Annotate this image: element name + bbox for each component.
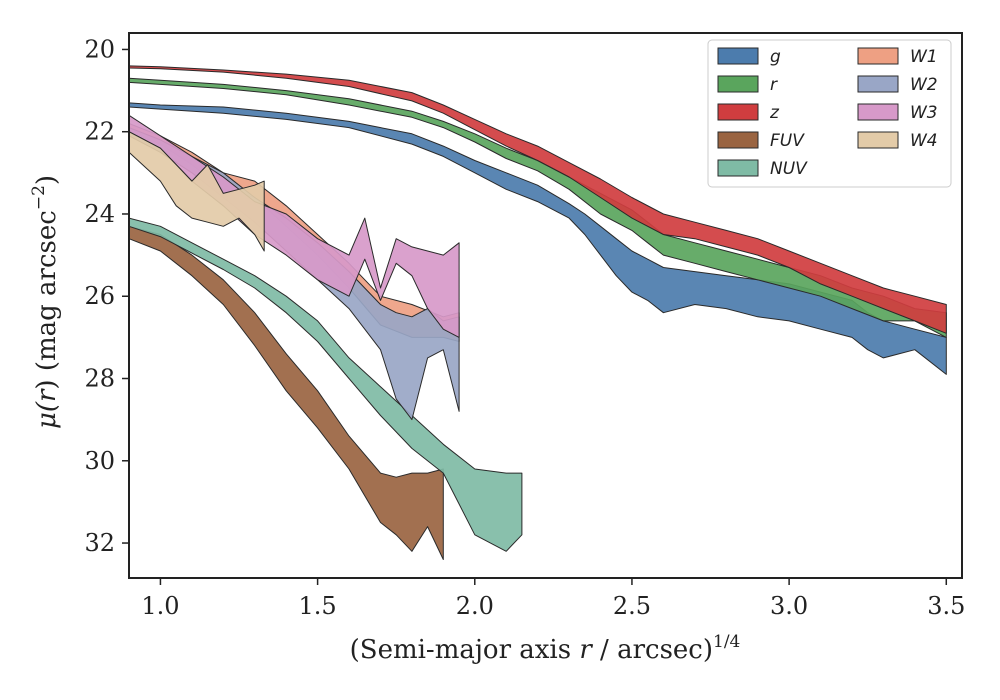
bands-layer	[128, 65, 947, 560]
y-axis-label: μ(r) (mag arcsec−2)	[29, 175, 62, 429]
band-r	[128, 77, 947, 338]
legend-label-nuv: NUV	[770, 159, 808, 179]
y-tick-label: 22	[84, 118, 115, 146]
legend-label-w4: W4	[910, 131, 938, 151]
x-axis-label-exponent: 1/4	[713, 632, 740, 652]
x-axis-label-pre: (Semi-major axis	[350, 635, 580, 665]
legend-swatch-w4	[857, 131, 899, 149]
legend-swatch-fuv	[717, 131, 759, 149]
x-tick-label: 3.5	[927, 592, 965, 620]
y-axis-label-post: ) (mag arcsec	[32, 210, 62, 389]
legend-label-fuv: FUV	[770, 131, 805, 151]
legend-swatch-z	[717, 103, 759, 121]
y-tick-label: 30	[84, 447, 115, 475]
x-tick-label: 3.0	[770, 592, 808, 620]
ticks-layer: 1.0 1.5 2.0 2.5 3.0 3.5 20 22 24 26 28 30 32	[84, 35, 965, 620]
legend-swatch-w3	[857, 103, 899, 121]
x-axis-label: (Semi-major axis r / arcsec)1/4	[350, 632, 741, 665]
legend-swatch-g	[717, 47, 759, 65]
x-tick-label: 1.0	[141, 592, 179, 620]
y-tick-label: 28	[84, 365, 115, 393]
y-axis-label-mu: μ(	[32, 401, 62, 429]
legend-label-g: g	[770, 47, 781, 67]
legend-label-r: r	[770, 75, 778, 95]
plot-frame	[128, 32, 963, 579]
legend-swatch-nuv	[717, 159, 759, 177]
band-fuv	[128, 225, 444, 560]
x-tick-label: 2.5	[613, 592, 651, 620]
y-tick-label: 32	[84, 529, 115, 557]
x-tick-label: 1.5	[299, 592, 337, 620]
y-tick-label: 24	[84, 200, 115, 228]
band-z	[128, 65, 947, 334]
band-w4	[128, 131, 265, 252]
legend-label-w3: W3	[910, 103, 938, 123]
y-axis-label-close: )	[32, 175, 62, 185]
legend-label-w2: W2	[910, 75, 938, 95]
legend-items: grz FUV NUV W1 W2 W3 W4	[717, 47, 938, 179]
legend-swatch-w2	[857, 75, 899, 93]
legend-swatch-r	[717, 75, 759, 93]
band-nuv	[128, 217, 523, 552]
x-tick-label: 2.0	[456, 592, 494, 620]
x-axis-label-var: r	[579, 635, 593, 665]
y-tick-label: 26	[84, 282, 115, 310]
legend-swatch-w1	[857, 47, 899, 65]
y-axis-label-exponent: −2	[29, 185, 49, 210]
y-axis-label-var: r	[32, 388, 62, 402]
legend: grz FUV NUV W1 W2 W3 W4	[707, 39, 952, 188]
y-tick-label: 20	[84, 35, 115, 63]
legend-label-z: z	[769, 103, 780, 123]
band-g	[128, 102, 947, 375]
legend-label-w1: W1	[910, 47, 938, 67]
x-axis-label-mid: / arcsec)	[592, 635, 713, 665]
